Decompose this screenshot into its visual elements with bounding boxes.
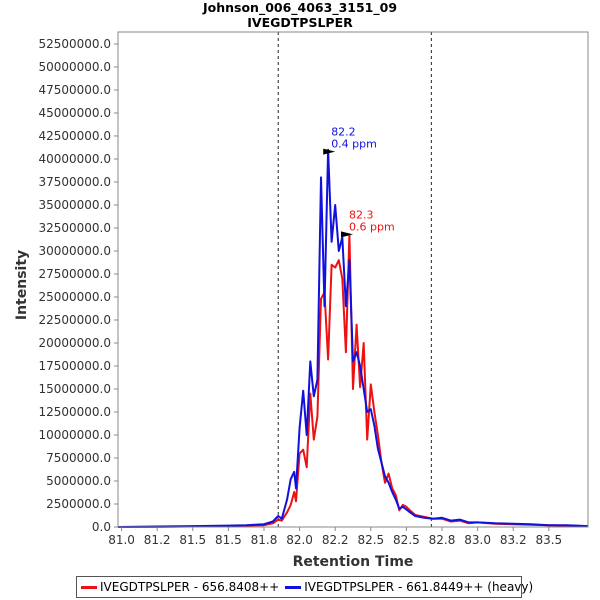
x-tick-label: 83.2 — [500, 533, 527, 547]
y-tick-label: 7500000.0 — [46, 451, 111, 465]
y-tick-label: 47500000.0 — [38, 83, 111, 97]
legend-label-heavy: IVEGDTPSLPER - 661.8449++ (heavy) — [304, 580, 534, 594]
peak-annotation-ppm: 0.6 ppm — [349, 220, 395, 233]
legend: IVEGDTPSLPER - 656.8408++ IVEGDTPSLPER -… — [76, 576, 533, 598]
y-tick-label: 22500000.0 — [38, 313, 111, 327]
x-tick-label: 82.2 — [322, 533, 349, 547]
y-tick-label: 35000000.0 — [38, 198, 111, 212]
y-tick-label: 17500000.0 — [38, 359, 111, 373]
y-tick-label: 12500000.0 — [38, 405, 111, 419]
y-tick-label: 5000000.0 — [46, 474, 111, 488]
y-tick-label: 25000000.0 — [38, 290, 111, 304]
legend-label-light: IVEGDTPSLPER - 656.8408++ — [100, 580, 280, 594]
legend-swatch-heavy — [285, 585, 302, 589]
x-tick-label: 82.5 — [357, 533, 384, 547]
peak-annotation-time: 82.2 — [331, 126, 356, 139]
y-tick-label: 15000000.0 — [38, 382, 111, 396]
y-tick-label: 32500000.0 — [38, 221, 111, 235]
y-tick-label: 42500000.0 — [38, 129, 111, 143]
y-tick-label: 45000000.0 — [38, 106, 111, 120]
chart-subtitle: IVEGDTPSLPER — [247, 15, 353, 30]
x-tick-label: 82.5 — [393, 533, 420, 547]
y-tick-label: 27500000.0 — [38, 267, 111, 281]
y-tick-label: 30000000.0 — [38, 244, 111, 258]
peak-arrow — [323, 148, 336, 155]
x-tick-label: 82.8 — [429, 533, 456, 547]
y-tick-label: 40000000.0 — [38, 152, 111, 166]
legend-item-heavy: IVEGDTPSLPER - 661.8449++ (heavy) — [285, 580, 533, 594]
x-tick-label: 81.0 — [108, 533, 135, 547]
annotation-layer: 82.20.4 ppm 82.30.6 ppm — [323, 126, 395, 238]
x-tick-label: 82.0 — [286, 533, 313, 547]
series-layer — [117, 148, 589, 528]
marker-lines — [277, 32, 432, 527]
peak-annotation-ppm: 0.4 ppm — [331, 138, 377, 151]
y-axis: 0.0 2500000.0 5000000.0 7500000.0 10000000.0… — [38, 37, 118, 534]
y-tick-label: 50000000.0 — [38, 60, 111, 74]
plot-frame — [117, 31, 589, 528]
y-tick-label: 20000000.0 — [38, 336, 111, 350]
x-tick-label: 83.5 — [535, 533, 562, 547]
y-tick-label: 37500000.0 — [38, 175, 111, 189]
legend-swatch-light — [81, 585, 97, 589]
series-line-heavy — [117, 148, 589, 528]
chart-title: Johnson_006_4063_3151_09 — [202, 0, 398, 15]
y-axis-label: Intensity — [14, 250, 30, 320]
peak-arrow — [341, 231, 353, 238]
x-tick-label: 81.5 — [179, 533, 206, 547]
x-tick-label: 81.5 — [215, 533, 242, 547]
y-tick-label: 2500000.0 — [46, 497, 111, 511]
x-tick-label: 81.2 — [144, 533, 171, 547]
legend-item-light: IVEGDTPSLPER - 656.8408++ — [81, 580, 279, 594]
y-tick-label: 10000000.0 — [38, 428, 111, 442]
y-tick-label: 52500000.0 — [38, 37, 111, 51]
x-tick-label: 81.8 — [251, 533, 278, 547]
plot-area — [118, 32, 588, 527]
peak-annotation-time: 82.3 — [349, 208, 374, 221]
x-tick-label: 83.0 — [464, 533, 491, 547]
x-axis: 81.0 81.2 81.5 81.5 81.8 82.0 82.2 82.5 82.5 82.8… — [108, 527, 562, 547]
y-tick-label: 0.0 — [92, 520, 111, 534]
x-axis-label: Retention Time — [293, 554, 414, 570]
